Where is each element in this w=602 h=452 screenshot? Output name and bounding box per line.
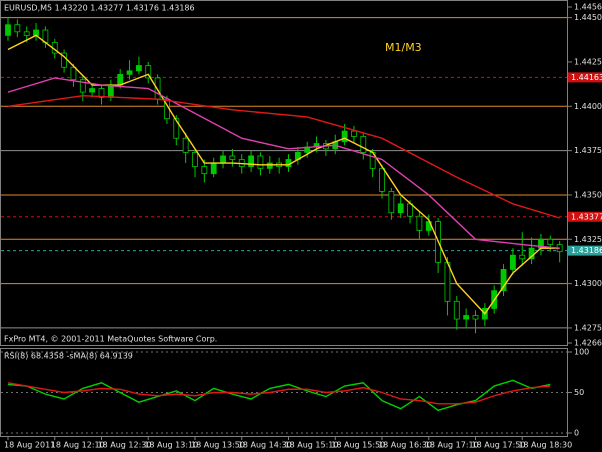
candle-body xyxy=(519,254,526,260)
candle-body xyxy=(145,65,152,79)
x-tick-label: 18 Aug 13:50 xyxy=(191,441,245,450)
candle-body xyxy=(500,269,507,292)
candle-body xyxy=(416,215,423,231)
y-tick-label: 0 xyxy=(574,429,579,438)
y-tick-label: 1.44250 xyxy=(574,57,602,66)
y-tick-label: 1.43000 xyxy=(574,279,602,288)
x-tick-label: 18 Aug 13:10 xyxy=(144,441,198,450)
candle-body xyxy=(453,300,460,320)
candle-body xyxy=(509,254,516,270)
candle-body xyxy=(351,130,357,137)
indicator-line xyxy=(7,77,560,249)
x-tick-label: 18 Aug 15:50 xyxy=(331,441,385,450)
y-tick-label: 1.43250 xyxy=(574,235,602,244)
x-tick-label: 18 Aug 17:10 xyxy=(425,441,479,450)
candle-body xyxy=(98,88,105,98)
candle-body xyxy=(192,151,198,167)
candle-body xyxy=(444,261,451,302)
rsi-panel-frame xyxy=(0,348,568,437)
candle-body xyxy=(126,70,133,75)
y-tick-label: 100 xyxy=(574,348,589,357)
candle-body xyxy=(266,162,273,169)
candle-body xyxy=(14,24,21,33)
price-label-box xyxy=(568,211,602,222)
candle-body xyxy=(360,136,367,153)
chart-title: EURUSD,M5 1.43220 1.43277 1.43176 1.4318… xyxy=(4,4,195,13)
x-tick-label: 18 Aug 16:30 xyxy=(378,441,432,450)
y-tick-label: 1.42665 xyxy=(574,339,602,348)
candle-body xyxy=(229,155,236,160)
candle-body xyxy=(547,238,554,245)
price-label: 1.44163 xyxy=(571,73,602,82)
price-label: 1.43186 xyxy=(571,246,602,255)
candle-body xyxy=(117,73,124,86)
candle-body xyxy=(173,118,180,139)
y-tick-label: 1.44560 xyxy=(574,3,602,12)
candle-body xyxy=(5,24,11,36)
candle-body xyxy=(257,155,264,169)
x-tick-label: 18 Aug 12:10 xyxy=(51,441,105,450)
y-tick-label: 1.43750 xyxy=(574,146,602,155)
y-tick-label: 1.43500 xyxy=(574,190,602,199)
price-label-box xyxy=(568,245,602,256)
indicator-line xyxy=(7,382,551,405)
price-label-box xyxy=(568,72,602,83)
candle-body xyxy=(201,166,208,175)
main-panel-frame xyxy=(0,0,568,346)
candle-body xyxy=(70,66,77,81)
annotation: M1/M3 xyxy=(385,41,422,54)
candle-body xyxy=(61,52,67,68)
candle-body xyxy=(248,155,255,167)
candle-body xyxy=(379,167,385,192)
x-tick-label: 18 Aug 15:10 xyxy=(285,441,339,450)
candle-body xyxy=(397,203,404,214)
candle-body xyxy=(89,88,96,93)
x-tick-label: 18 Aug 12:30 xyxy=(98,441,152,450)
candle-body xyxy=(220,155,226,164)
indicator-line xyxy=(7,94,560,219)
candle-body xyxy=(210,162,217,175)
candle-body xyxy=(23,31,30,36)
y-tick-label: 1.42750 xyxy=(574,323,602,332)
candle-body xyxy=(472,315,479,320)
x-tick-label: 18 Aug 2011 xyxy=(4,441,55,450)
y-tick-label: 1.44500 xyxy=(574,13,602,22)
candle-body xyxy=(33,29,39,36)
rsi-legend: RSI(8) 68.4358 -sMA(8) 64.9139 xyxy=(4,352,133,361)
candle-body xyxy=(107,84,114,98)
y-tick-label: 50 xyxy=(574,388,584,397)
x-tick-label: 18 Aug 18:30 xyxy=(518,441,572,450)
candle-body xyxy=(135,65,142,72)
candle-body xyxy=(182,137,189,153)
candle-body xyxy=(341,130,348,143)
candle-body xyxy=(79,79,86,93)
x-tick-label: 18 Aug 14:30 xyxy=(238,441,292,450)
copyright: FxPro MT4, © 2001-2011 MetaQuotes Softwa… xyxy=(4,335,217,344)
candle-body xyxy=(388,191,395,214)
x-tick-label: 18 Aug 17:50 xyxy=(472,441,526,450)
price-label: 1.43377 xyxy=(571,212,602,221)
candle-body xyxy=(463,315,470,320)
y-tick-label: 1.44000 xyxy=(574,102,602,111)
